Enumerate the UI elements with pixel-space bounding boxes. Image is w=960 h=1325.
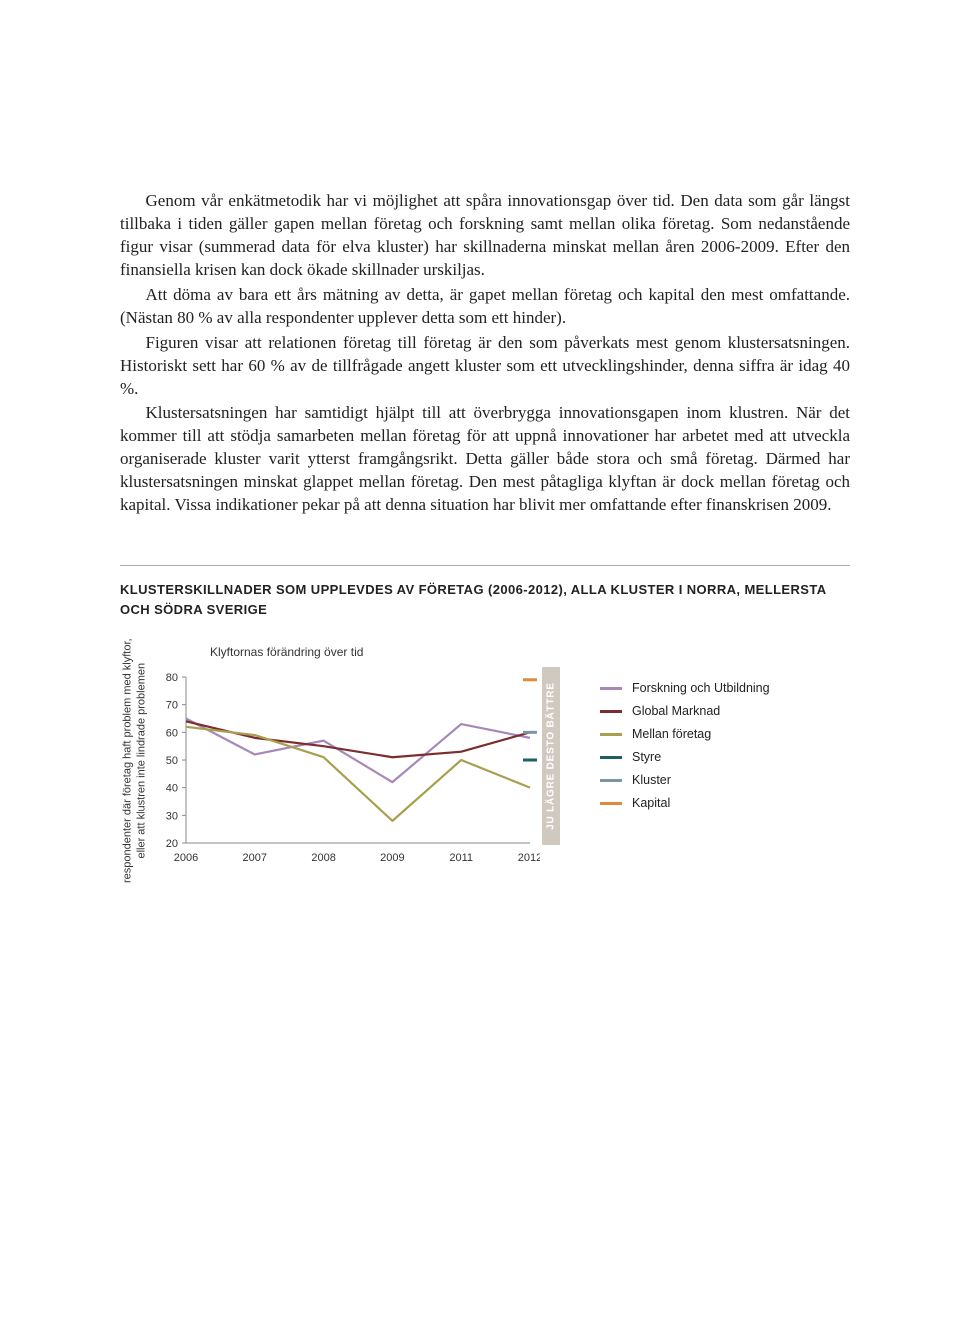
legend-swatch: [600, 802, 622, 805]
chart-title: KLUSTERSKILLNADER SOM UPPLEVDES AV FÖRET…: [120, 580, 850, 619]
svg-text:2009: 2009: [380, 852, 404, 864]
legend-label: Global Marknad: [632, 704, 720, 718]
legend-label: Kluster: [632, 773, 671, 787]
legend-label: Kapital: [632, 796, 670, 810]
legend-item: Global Marknad: [600, 704, 770, 718]
legend-swatch: [600, 756, 622, 759]
plot-column: Klyftornas förändring över tid 20 30 40 50 6…: [150, 645, 540, 872]
svg-text:2007: 2007: [243, 852, 267, 864]
svg-text:50: 50: [166, 755, 178, 767]
body-text: Genom vår enkätmetodik har vi möjlighet …: [120, 190, 850, 517]
paragraph-2: Att döma av bara ett års mätning av dett…: [120, 284, 850, 330]
paragraph-4: Klustersatsningen har samtidigt hjälpt t…: [120, 402, 850, 517]
svg-text:2006: 2006: [174, 852, 198, 864]
svg-text:20: 20: [166, 838, 178, 850]
legend-label: Mellan företag: [632, 727, 711, 741]
legend-label: Forskning och Utbildning: [632, 681, 770, 695]
chart-legend: Forskning och Utbildning Global Marknad Me…: [600, 681, 770, 819]
paragraph-1: Genom vår enkätmetodik har vi möjlighet …: [120, 190, 850, 282]
chart-inner-title: Klyftornas förändring över tid: [210, 645, 540, 659]
svg-text:60: 60: [166, 727, 178, 739]
legend-swatch: [600, 710, 622, 713]
svg-text:30: 30: [166, 810, 178, 822]
svg-text:2012: 2012: [518, 852, 540, 864]
legend-item: Kapital: [600, 796, 770, 810]
svg-text:70: 70: [166, 700, 178, 712]
legend-swatch: [600, 733, 622, 736]
line-chart: 20 30 40 50 60 70 80 2006 2007 2008 2009 2011 2012: [150, 667, 540, 867]
legend-swatch: [600, 687, 622, 690]
chart-area: respondenter där företag haft problem me…: [120, 645, 850, 872]
legend-item: Kluster: [600, 773, 770, 787]
legend-item: Mellan företag: [600, 727, 770, 741]
lower-is-better-label: JU LÄGRE DESTO BÄTTRE: [546, 682, 557, 830]
svg-text:2008: 2008: [311, 852, 335, 864]
y-axis-label: respondenter där företag haft problem me…: [121, 639, 150, 884]
legend-item: Forskning och Utbildning: [600, 681, 770, 695]
y-axis-label-wrap: respondenter där företag haft problem me…: [120, 645, 150, 865]
legend-swatch: [600, 779, 622, 782]
svg-text:40: 40: [166, 783, 178, 795]
legend-item: Styre: [600, 750, 770, 764]
paragraph-3: Figuren visar att relationen företag til…: [120, 332, 850, 401]
svg-text:2011: 2011: [449, 852, 473, 864]
legend-label: Styre: [632, 750, 661, 764]
svg-text:80: 80: [166, 672, 178, 684]
lower-is-better-bar: JU LÄGRE DESTO BÄTTRE: [542, 667, 560, 845]
section-divider: [120, 565, 850, 566]
